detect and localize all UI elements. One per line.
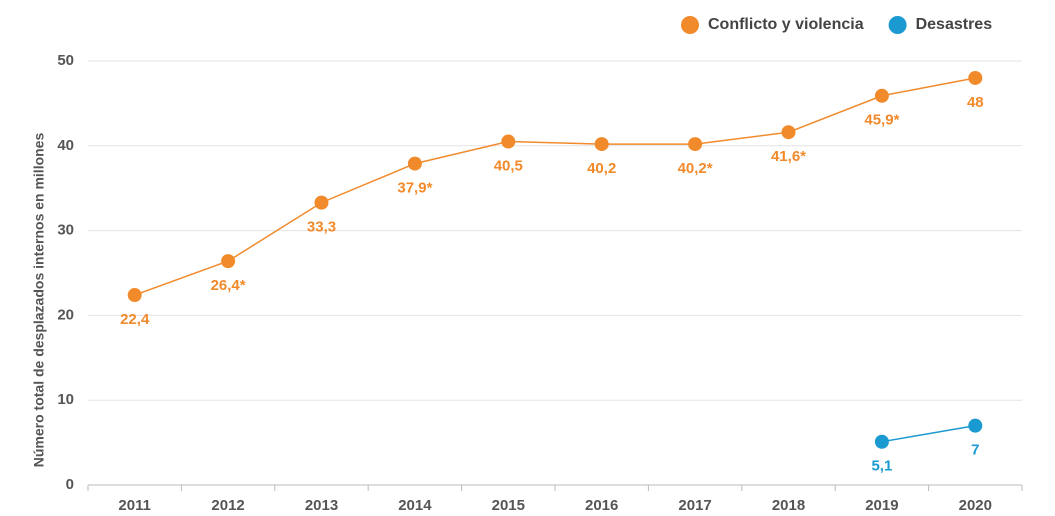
data-point: [874, 88, 889, 103]
data-label: 5,1: [871, 458, 892, 475]
x-tick-label: 2018: [772, 497, 805, 514]
data-label: 33,3: [307, 219, 336, 236]
x-tick-label: 2020: [959, 497, 992, 514]
data-label: 26,4*: [211, 277, 246, 294]
data-point: [874, 434, 889, 449]
data-label: 40,2: [587, 160, 616, 177]
data-label: 40,5: [494, 158, 523, 175]
data-point: [968, 418, 983, 433]
series-line: [881, 424, 976, 443]
data-label: 37,9*: [397, 180, 432, 197]
data-label: 45,9*: [864, 112, 899, 129]
legend-marker: [681, 16, 699, 34]
x-tick-label: 2012: [211, 497, 244, 514]
data-point: [221, 254, 236, 269]
legend-label: Desastres: [916, 16, 993, 33]
data-point: [594, 137, 609, 152]
data-point: [968, 70, 983, 85]
data-label: 22,4: [120, 311, 150, 328]
y-tick-label: 40: [57, 137, 74, 154]
x-tick-label: 2015: [492, 497, 525, 514]
x-tick-label: 2016: [585, 497, 618, 514]
data-label: 41,6*: [771, 148, 806, 165]
legend-marker: [888, 16, 907, 34]
x-tick-label: 2019: [865, 497, 898, 514]
data-point: [501, 134, 516, 149]
legend-label: Conflicto y violencia: [708, 16, 864, 33]
series-line: [134, 77, 976, 296]
x-tick-label: 2014: [398, 497, 432, 514]
data-label: 7: [971, 442, 979, 459]
data-point: [407, 156, 422, 171]
data-point: [127, 288, 142, 303]
y-tick-label: 50: [57, 52, 74, 69]
y-tick-label: 30: [57, 222, 74, 239]
y-axis-label: Número total de desplazados internos en …: [31, 133, 47, 468]
x-tick-label: 2013: [305, 497, 338, 514]
y-tick-label: 10: [57, 391, 74, 408]
data-point: [688, 137, 703, 152]
data-label: 40,2*: [678, 160, 713, 177]
y-tick-label: 20: [57, 306, 74, 323]
data-label: 48: [967, 94, 984, 111]
x-tick-label: 2011: [118, 497, 151, 514]
x-tick-label: 2017: [678, 497, 711, 514]
data-point: [314, 195, 329, 210]
data-point: [781, 125, 796, 140]
y-tick-label: 0: [66, 476, 74, 493]
